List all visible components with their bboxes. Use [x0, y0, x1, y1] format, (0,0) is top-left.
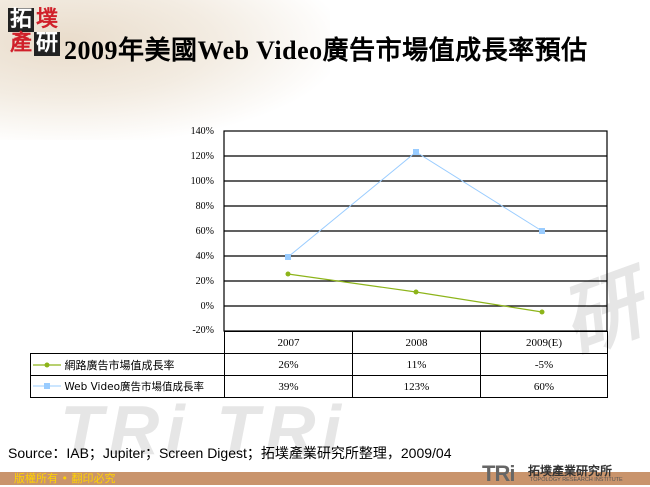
diamond-marker-icon — [33, 362, 61, 367]
y-tick: -20% — [192, 325, 214, 336]
plot-area — [223, 130, 608, 332]
brand-mark: TRi — [482, 461, 515, 486]
y-tick: 80% — [195, 201, 214, 212]
brand-name-cn: 拓墣產業研究所 — [528, 464, 613, 478]
y-tick: 40% — [195, 251, 214, 262]
legend-label: Web Video廣告市場值成長率 — [64, 381, 204, 393]
table-row: Web Video廣告市場值成長率 39% 123% 60% — [30, 375, 608, 398]
brand-name-en: TOPOLOGY RESEARCH INSTITUTE — [530, 477, 623, 483]
logo-char: 拓 — [8, 7, 34, 32]
legend-label: 網路廣告市場值成長率 — [64, 358, 175, 372]
y-tick: 140% — [190, 126, 214, 137]
table-cell: 60% — [480, 375, 608, 398]
y-tick: 100% — [190, 176, 214, 187]
y-tick: 0% — [200, 301, 214, 312]
logo-char: 研 — [34, 31, 60, 56]
table-cell: -5% — [480, 353, 608, 376]
square-marker-icon — [33, 383, 61, 389]
y-tick: 60% — [195, 226, 214, 237]
category-label: 2009(E) — [480, 331, 608, 354]
y-tick: 20% — [195, 276, 214, 287]
legend-entry: 網路廣告市場值成長率 — [30, 353, 225, 376]
data-table: 2007 2008 2009(E) 網路廣告市場值成長率 26% 11% -5%… — [30, 331, 608, 398]
table-header-row: 2007 2008 2009(E) — [31, 331, 608, 354]
page-title: 2009年美國Web Video廣告市場值成長率預估 — [64, 36, 588, 65]
table-cell: 26% — [224, 353, 353, 376]
watermark: TRi TRi — [60, 391, 347, 469]
logo-char: 墣 — [35, 7, 58, 32]
table-cell: 39% — [224, 375, 353, 398]
table-cell: 11% — [352, 353, 481, 376]
brand-logo: TRi — [482, 461, 515, 487]
footer-bar — [0, 472, 650, 485]
background-map — [0, 0, 330, 140]
category-label: 2008 — [352, 331, 481, 354]
y-tick: 120% — [190, 151, 214, 162]
table-cell: 123% — [352, 375, 481, 398]
legend-entry: Web Video廣告市場值成長率 — [30, 375, 225, 398]
source-note: Source：IAB；Jupiter；Screen Digest；拓墣產業研究所… — [8, 445, 452, 461]
logo: 拓 墣 產 研 — [8, 8, 64, 58]
table-row: 網路廣告市場值成長率 26% 11% -5% — [30, 353, 608, 376]
category-label: 2007 — [224, 331, 353, 354]
copyright-notice: 版權所有 • 翻印必究 — [14, 472, 116, 485]
logo-char: 產 — [9, 31, 32, 56]
series-web-video — [287, 151, 543, 258]
